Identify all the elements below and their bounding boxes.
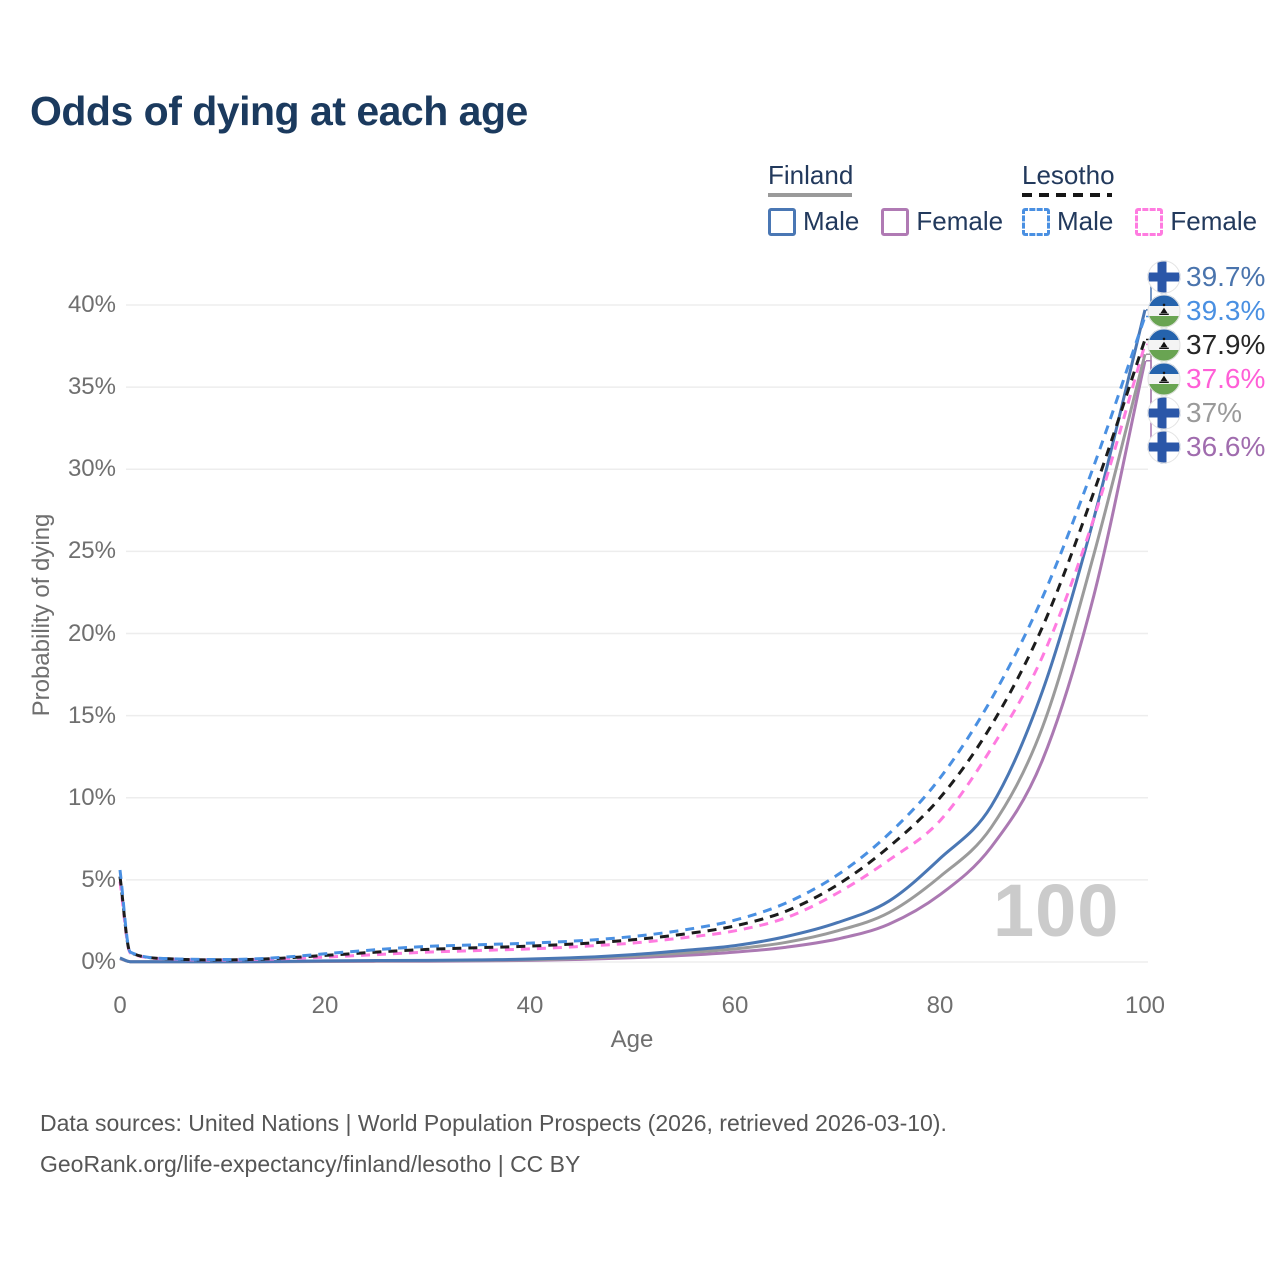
- legend-item-lesotho-female[interactable]: Female: [1135, 206, 1257, 237]
- legend-checkbox-finland-female[interactable]: [881, 207, 910, 236]
- y-tick-25: 25%: [67, 537, 116, 565]
- legend-item-finland-female[interactable]: Female: [881, 206, 1003, 237]
- x-tick-80: 80: [926, 992, 954, 1019]
- lesotho-flag-icon: [1147, 362, 1181, 401]
- y-tick-35: 35%: [67, 373, 116, 401]
- x-tick-60: 60: [721, 992, 749, 1019]
- legend-group-finland: Finland Male Female: [768, 160, 1025, 237]
- finland-flag-icon: [1147, 396, 1181, 435]
- series-line-finland-female[interactable]: [119, 360, 1147, 964]
- legend-label-lesotho-male: Male: [1057, 206, 1114, 236]
- legend-label-finland-female: Female: [916, 206, 1004, 236]
- y-tick-10: 10%: [67, 783, 116, 811]
- x-tick-40: 40: [516, 992, 544, 1019]
- legend-label-lesotho-female: Female: [1170, 206, 1258, 236]
- series-line-lesotho-female[interactable]: [118, 343, 1147, 962]
- y-tick-40: 40%: [67, 291, 116, 318]
- series-line-finland-male[interactable]: [119, 309, 1147, 964]
- series-line-lesotho-both[interactable]: [118, 339, 1147, 962]
- legend-item-finland-male[interactable]: Male: [768, 206, 859, 237]
- lesotho-flag-icon: [1147, 294, 1181, 333]
- x-tick-20: 20: [311, 992, 339, 1019]
- y-tick-15: 15%: [67, 701, 116, 729]
- legend-group-lesotho: Lesotho Male Female: [1022, 160, 1279, 237]
- footer-data-sources: Data sources: United Nations | World Pop…: [40, 1110, 947, 1136]
- legend-label-finland-male: Male: [803, 206, 860, 236]
- y-tick-5: 5%: [81, 865, 116, 893]
- end-label-value-lesotho-female: 37.6%: [1186, 363, 1266, 394]
- series-line-lesotho-male[interactable]: [118, 316, 1147, 961]
- legend-country-finland: Finland: [768, 160, 854, 190]
- end-label-value-lesotho-male: 39.3%: [1186, 295, 1266, 326]
- legend-checkbox-finland-male[interactable]: [768, 207, 796, 236]
- x-tick-0: 0: [113, 992, 127, 1019]
- y-tick-20: 20%: [67, 619, 116, 647]
- y-tick-0: 0%: [81, 948, 116, 975]
- end-label-value-finland-both: 37%: [1186, 397, 1243, 428]
- legend-item-lesotho-male[interactable]: Male: [1022, 206, 1113, 237]
- lesotho-flag-icon: [1147, 328, 1181, 367]
- x-axis-title: Age: [610, 1026, 654, 1053]
- age-watermark: 100: [993, 869, 1120, 952]
- legend-checkbox-lesotho-male[interactable]: [1022, 207, 1050, 236]
- series-line-finland-both[interactable]: [119, 353, 1147, 964]
- end-label-value-finland-female: 36.6%: [1186, 431, 1266, 462]
- chart-title: Odds of dying at each age: [30, 88, 528, 134]
- legend-line-sample-finland: [768, 193, 852, 197]
- y-tick-30: 30%: [67, 455, 116, 483]
- finland-flag-icon: [1147, 260, 1181, 299]
- legend-items-lesotho: Male Female: [1022, 206, 1279, 237]
- x-tick-100: 100: [1124, 992, 1166, 1019]
- end-label-value-finland-male: 39.7%: [1186, 261, 1266, 292]
- legend-items-finland: Male Female: [768, 206, 1025, 237]
- legend-checkbox-lesotho-female[interactable]: [1135, 207, 1164, 236]
- finland-flag-icon: [1147, 430, 1181, 469]
- legend-line-sample-lesotho: [1022, 193, 1112, 197]
- legend-country-lesotho: Lesotho: [1022, 160, 1115, 190]
- end-label-value-lesotho-both: 37.9%: [1186, 329, 1266, 360]
- footer-attribution: GeoRank.org/life-expectancy/finland/leso…: [40, 1151, 581, 1177]
